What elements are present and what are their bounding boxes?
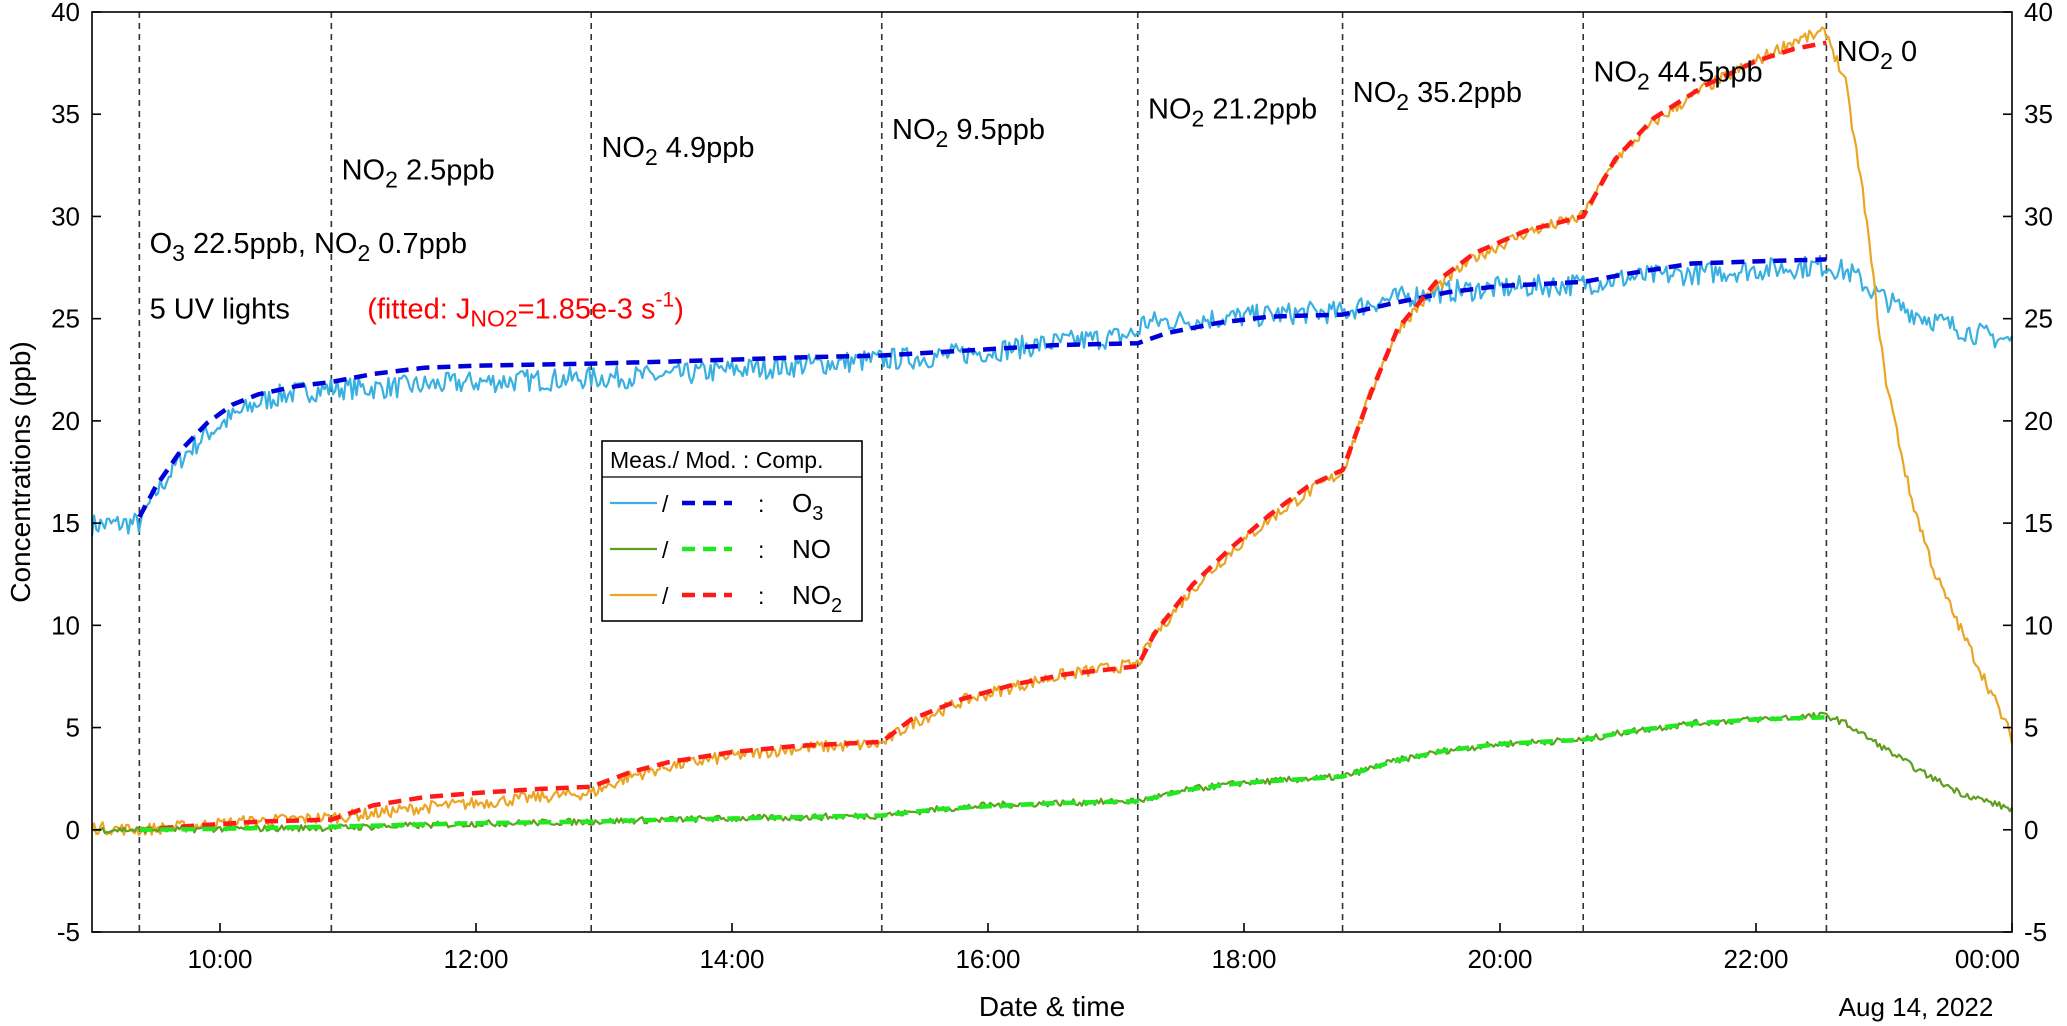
series-O3_model — [137, 257, 1827, 519]
annotation: NO2 2.5ppb — [342, 155, 495, 193]
annotations: O3 22.5ppb, NO2 0.7ppb 5 UV lights (fitte… — [150, 36, 1918, 332]
legend-label: O3 — [792, 488, 823, 525]
series-NO2_model — [139, 40, 1827, 833]
legend-slash: / — [662, 537, 669, 563]
y-tick-label-right: 5 — [2024, 713, 2038, 743]
annotation: (fitted: JNO2=1.85e-3 s-1) — [367, 289, 684, 332]
y-tick-label-left: 25 — [51, 304, 80, 334]
x-tick-label: 18:00 — [1211, 944, 1276, 974]
annotation: NO2 9.5ppb — [892, 114, 1045, 152]
annotation: NO2 4.9ppb — [601, 132, 754, 170]
annotation: NO2 35.2ppb — [1353, 77, 1522, 115]
legend-label: NO2 — [792, 580, 842, 617]
y-tick-label-left: 30 — [51, 201, 80, 231]
x-tick-label: 22:00 — [1723, 944, 1788, 974]
x-tick-label: 10:00 — [187, 944, 252, 974]
annotation: NO2 44.5ppb — [1593, 57, 1762, 95]
annotation: O3 22.5ppb, NO2 0.7ppb — [150, 228, 467, 266]
y-tick-label-left: 40 — [51, 0, 80, 27]
x-tick-label: 12:00 — [443, 944, 508, 974]
legend-box — [601, 440, 863, 622]
ticks: -5 -5 0 0 5 5 10 10 15 15 20 20 25 25 30 30 35 35 40 40 10:0… — [51, 0, 2053, 974]
annotation: NO2 0 — [1837, 36, 1917, 74]
x-tick-label: 20:00 — [1467, 944, 1532, 974]
y-tick-label-left: 15 — [51, 508, 80, 538]
y-tick-label-left: 5 — [66, 713, 80, 743]
y-tick-label-right: 25 — [2024, 304, 2053, 334]
x-tick-label: 16:00 — [955, 944, 1020, 974]
plot-frame — [91, 11, 2013, 933]
series-NO_model — [139, 715, 1827, 833]
legend-header: Meas./ Mod. : Comp. — [610, 447, 823, 473]
series-O3_meas — [90, 254, 2013, 537]
x-axis-title: Date & time — [979, 991, 1125, 1022]
y-tick-label-left: 35 — [51, 99, 80, 129]
legend-colon: : — [758, 491, 764, 517]
annotation: NO2 21.2ppb — [1148, 93, 1317, 131]
legend-slash: / — [662, 491, 669, 517]
y-tick-label-right: 0 — [2024, 815, 2038, 845]
x-tick-label: 14:00 — [699, 944, 764, 974]
y-tick-label-left: 20 — [51, 406, 80, 436]
legend-label: NO — [792, 534, 831, 564]
date-label: Aug 14, 2022 — [1839, 992, 1994, 1022]
y-axis-title: Concentrations (ppb) — [5, 341, 36, 602]
y-tick-label-left: 10 — [51, 610, 80, 640]
series-NO2_meas — [90, 26, 2014, 836]
y-tick-label-left: -5 — [57, 917, 80, 947]
y-tick-label-left: 0 — [66, 815, 80, 845]
y-tick-label-right: 15 — [2024, 508, 2053, 538]
series-layer — [90, 26, 2014, 836]
legend-slash: / — [662, 583, 669, 609]
event-lines — [138, 12, 1828, 932]
annotation: 5 UV lights — [150, 294, 290, 326]
legend: Meas./ Mod. : Comp. /: O3 /: NO /: NO2 — [601, 440, 863, 622]
y-tick-label-right: -5 — [2024, 917, 2047, 947]
legend-colon: : — [758, 537, 764, 563]
y-tick-label-right: 35 — [2024, 99, 2053, 129]
y-tick-label-right: 20 — [2024, 406, 2053, 436]
y-tick-label-right: 10 — [2024, 610, 2053, 640]
x-tick-label: 00:00 — [1955, 944, 2020, 974]
y-tick-label-right: 30 — [2024, 201, 2053, 231]
legend-colon: : — [758, 583, 764, 609]
y-tick-label-right: 40 — [2024, 0, 2053, 27]
